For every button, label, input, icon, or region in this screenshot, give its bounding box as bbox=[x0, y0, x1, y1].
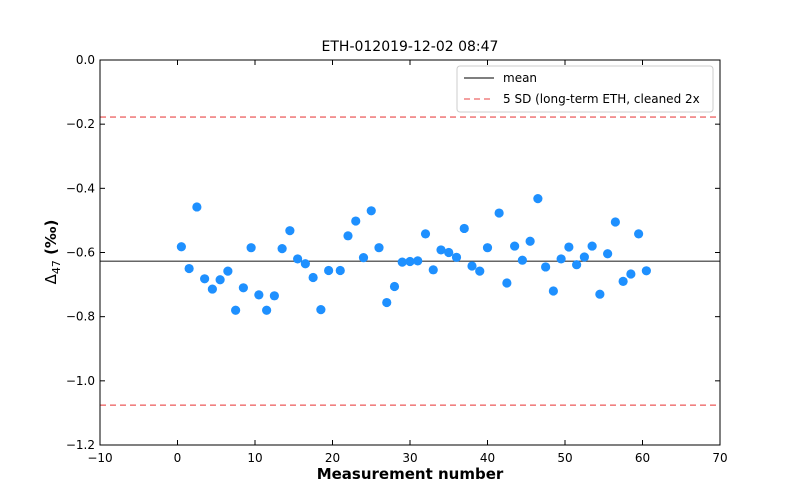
y-tick-label: −1.0 bbox=[66, 374, 95, 388]
data-point bbox=[548, 286, 558, 296]
data-point bbox=[308, 272, 318, 283]
data-point bbox=[176, 242, 186, 252]
data-point bbox=[293, 254, 303, 264]
legend-box bbox=[456, 65, 714, 113]
data-point bbox=[246, 243, 256, 253]
data-point bbox=[269, 291, 279, 301]
data-point bbox=[428, 265, 438, 275]
y-axis-label-text: Δ47 (‰) bbox=[42, 220, 63, 285]
x-tick-label: 50 bbox=[557, 451, 572, 465]
y-tick-label: −1.2 bbox=[66, 438, 95, 452]
x-tick-label: 10 bbox=[247, 451, 262, 465]
data-point bbox=[413, 256, 423, 266]
x-tick-label: 40 bbox=[480, 451, 495, 465]
x-tick-label: 60 bbox=[635, 451, 650, 465]
data-point bbox=[525, 236, 535, 246]
data-point bbox=[564, 242, 574, 252]
plot-area bbox=[100, 60, 720, 445]
y-axis-label: Δ47 (‰) bbox=[42, 220, 63, 285]
data-point bbox=[207, 284, 217, 294]
data-point bbox=[343, 231, 353, 241]
data-point bbox=[482, 243, 493, 253]
y-tick-label: −0.4 bbox=[66, 181, 95, 195]
data-point bbox=[436, 245, 446, 255]
data-point bbox=[459, 223, 469, 234]
data-point bbox=[533, 194, 543, 204]
data-point bbox=[610, 217, 620, 227]
data-point bbox=[467, 261, 477, 271]
data-point bbox=[444, 247, 454, 258]
data-point bbox=[300, 259, 310, 269]
y-tick-label: 0.0 bbox=[76, 53, 95, 67]
data-point bbox=[494, 208, 504, 218]
data-point bbox=[541, 262, 551, 272]
data-point bbox=[277, 244, 287, 254]
y-tick-label: −0.8 bbox=[66, 310, 95, 324]
data-point bbox=[556, 254, 566, 264]
data-point bbox=[420, 229, 431, 239]
data-point bbox=[502, 278, 512, 288]
data-point bbox=[238, 283, 248, 293]
data-point bbox=[510, 241, 520, 251]
data-point bbox=[184, 263, 194, 274]
chart-title: ETH-012019-12-02 08:47 bbox=[322, 39, 499, 55]
data-point bbox=[405, 256, 415, 267]
data-point bbox=[634, 229, 644, 239]
data-point bbox=[262, 305, 272, 315]
data-point bbox=[374, 243, 384, 253]
data-point bbox=[316, 305, 326, 315]
data-point bbox=[231, 305, 241, 315]
data-point bbox=[579, 252, 589, 262]
data-point bbox=[351, 216, 361, 226]
x-tick-label: −10 bbox=[87, 451, 112, 465]
data-point bbox=[641, 266, 651, 276]
x-tick-label: 70 bbox=[712, 451, 727, 465]
data-point bbox=[366, 206, 376, 216]
data-point bbox=[335, 265, 345, 276]
legend: mean 5 SD (long-term ETH, cleaned 2x bbox=[456, 65, 714, 113]
x-tick-label: 30 bbox=[402, 451, 417, 465]
legend-label-1: 5 SD (long-term ETH, cleaned 2x bbox=[503, 92, 700, 106]
data-point bbox=[572, 260, 582, 270]
data-point bbox=[618, 276, 628, 286]
data-point bbox=[603, 249, 613, 259]
data-point bbox=[215, 275, 225, 285]
x-axis-label: Measurement number bbox=[317, 465, 504, 483]
x-tick-label: 0 bbox=[174, 451, 182, 465]
data-point bbox=[451, 252, 462, 262]
data-point bbox=[626, 269, 636, 279]
data-point bbox=[389, 281, 400, 292]
data-point bbox=[324, 265, 334, 276]
data-point bbox=[192, 202, 202, 212]
data-point bbox=[223, 266, 233, 276]
data-point bbox=[382, 297, 392, 308]
legend-label-0: mean bbox=[503, 71, 537, 85]
data-point bbox=[397, 257, 407, 267]
data-point bbox=[517, 255, 527, 265]
data-point bbox=[475, 266, 485, 276]
data-point bbox=[358, 253, 369, 263]
data-point bbox=[285, 226, 295, 236]
data-point bbox=[595, 289, 605, 299]
data-point bbox=[254, 290, 264, 300]
y-tick-label: −0.6 bbox=[66, 246, 95, 260]
data-point bbox=[200, 274, 210, 284]
x-tick-label: 20 bbox=[325, 451, 340, 465]
y-tick-label: −0.2 bbox=[66, 117, 95, 131]
data-point bbox=[587, 241, 597, 251]
